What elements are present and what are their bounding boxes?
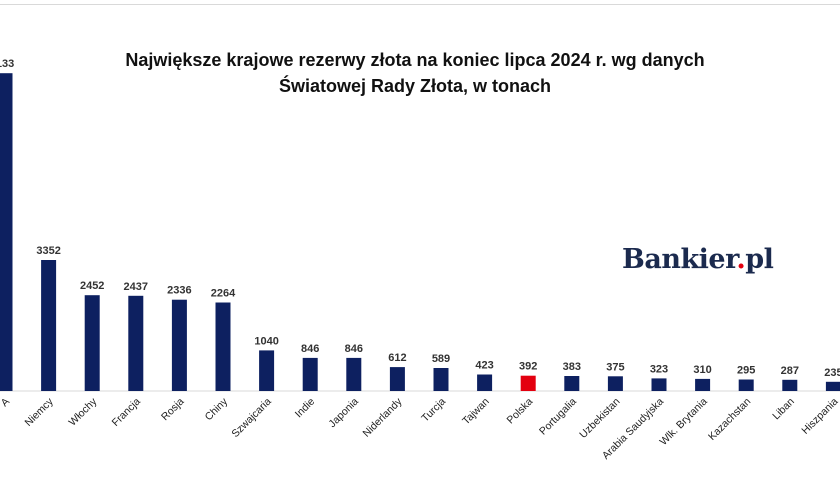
category-label: Niemcy [22,395,56,429]
category-label: Francja [110,396,143,429]
category-label: Liban [770,396,797,423]
category-label: Polska [505,396,536,427]
chart-title: Największe krajowe rezerwy złota na koni… [60,47,770,99]
category-label: Kazachstan [706,396,753,443]
value-label: 2264 [211,288,236,300]
category-label: Hiszpania [799,396,840,437]
category-label: Tajwan [460,396,492,428]
category-label: A [0,396,12,409]
bar-rosja [171,299,187,391]
bar-kazachstan [738,379,754,391]
value-label: 589 [432,353,450,365]
category-label: Japonia [326,396,361,431]
value-label: 846 [301,343,319,355]
value-label: 2336 [167,285,191,297]
bar-polska [520,375,536,391]
category-label: Szwajcaria [229,396,273,440]
category-label: Niderlandy [361,395,406,440]
bar-usa [0,73,13,391]
bar-liban [782,379,798,391]
bar-chiny [215,302,231,391]
category-label: Uzbekistan [577,396,622,441]
bar-szwajcaria [259,350,275,391]
bar-portugalia [564,376,580,391]
value-label: 133 [0,58,14,70]
bar-tajwan [477,374,493,391]
top-divider [0,4,840,5]
value-label: 2437 [124,281,148,293]
value-label: 3352 [36,245,60,257]
chart-title-line-2: Światowej Rady Złota, w tonach [278,76,552,96]
bar-wlk-brytania [695,378,711,391]
logo-name: Bankier [622,244,737,275]
bar-włochy [84,295,100,391]
category-label: Indie [293,396,318,421]
category-label: Portugalia [537,396,579,438]
logo-dot: . [736,244,746,275]
category-label: Włochy [66,395,99,428]
bar-indie [302,357,318,391]
value-label: 2452 [80,280,104,292]
category-labels-group: A Niemcy Włochy Francja Rosja Chiny Szwajcaria… [0,395,840,462]
value-label: 846 [345,343,363,355]
value-label: 235 [824,367,840,379]
value-label: 323 [650,363,668,375]
category-label: Turcja [419,396,448,425]
value-label: 295 [737,365,755,377]
bar-francja [128,295,144,391]
bar-hiszpania [825,381,840,391]
bar-japonia [346,357,362,391]
chart-title-line-1: Największe krajowe rezerwy złota na koni… [125,50,705,70]
value-label: 383 [563,361,581,373]
value-label: 310 [693,364,711,376]
value-label: 392 [519,361,537,373]
value-label: 423 [475,360,493,372]
value-labels-group: 133 3352 2452 2437 2336 2264 1040 846 846 612 589 4… [0,58,840,379]
bar-turcja [433,368,449,391]
logo-tld: pl [745,244,774,275]
bankier-logo: Bankier.pl [622,244,774,275]
category-label: Chiny [203,395,231,423]
bar-uzbekistan [607,376,623,391]
value-label: 375 [606,361,624,373]
category-label: Rosja [159,396,187,424]
bar-niemcy [41,260,57,391]
value-label: 1040 [254,335,278,347]
bar-niderlandy [389,367,405,391]
bars-group [0,73,840,391]
value-label: 287 [781,365,799,377]
value-label: 612 [388,352,406,364]
bar-arabia-saudyjska [651,378,667,391]
